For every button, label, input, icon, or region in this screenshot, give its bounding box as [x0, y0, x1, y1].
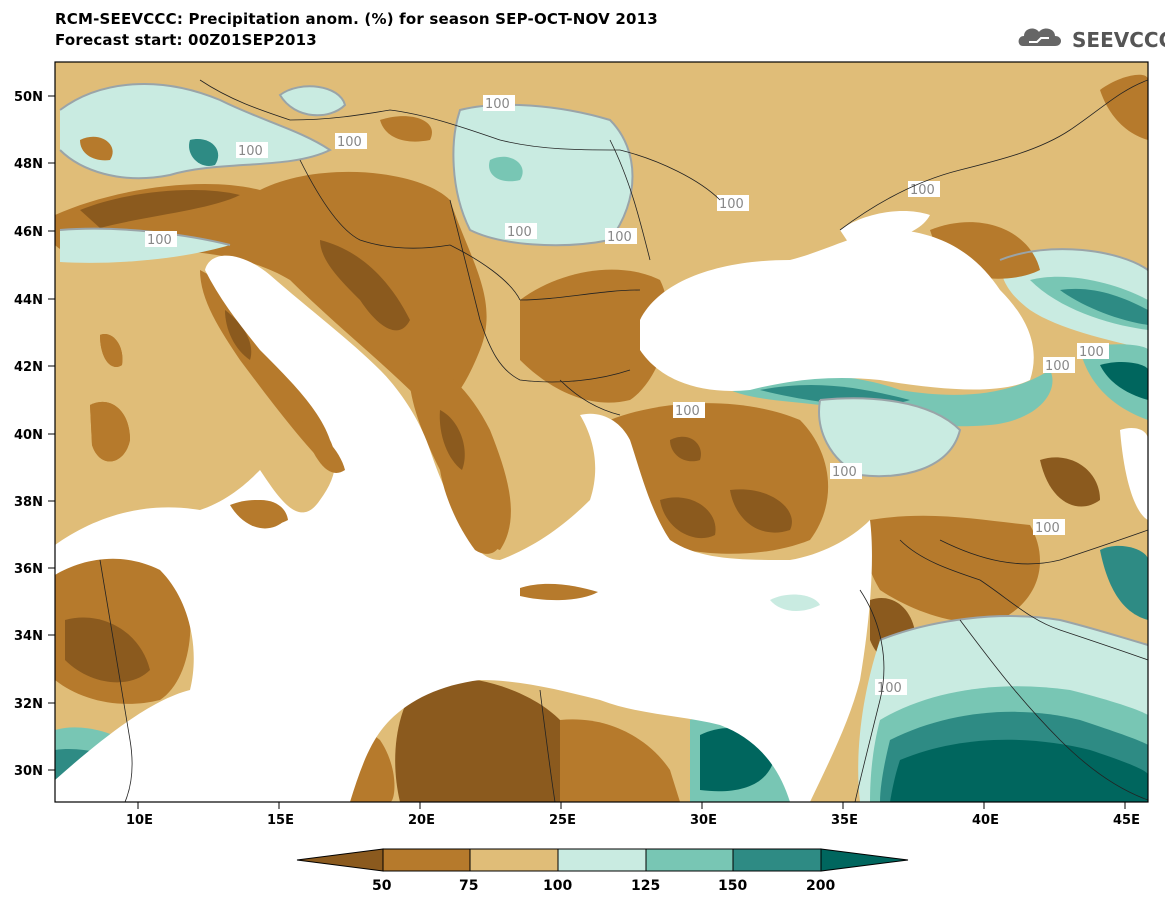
contour-label: 100 [1033, 519, 1065, 536]
svg-text:100: 100 [1045, 359, 1070, 374]
svg-text:100: 100 [675, 404, 700, 419]
contour-label: 100 [1077, 343, 1109, 360]
lon-label: 20E [408, 813, 435, 828]
contour-label: 100 [875, 679, 907, 696]
colorbar-labels: 50 75 100 125 150 200 [372, 878, 835, 894]
colorbar-swatch [469, 848, 559, 872]
svg-text:100: 100 [719, 197, 744, 212]
contour-label: 100 [145, 231, 177, 248]
svg-text:100: 100 [832, 465, 857, 480]
lon-label: 25E [549, 813, 576, 828]
map-title: RCM-SEEVCCC: Precipitation anom. (%) for… [55, 10, 658, 28]
colorbar [296, 848, 909, 872]
lon-label: 30E [690, 813, 717, 828]
forecast-start-label: Forecast start: 00Z01SEP2013 [55, 31, 317, 49]
contour-label: 100 [605, 228, 637, 245]
svg-text:100: 100 [147, 233, 172, 248]
lon-label: 10E [126, 813, 153, 828]
colorbar-swatch [557, 848, 647, 872]
colorbar-tick-label: 200 [806, 878, 835, 894]
lat-label: 36N [14, 562, 43, 577]
svg-text:100: 100 [1079, 345, 1104, 360]
colorbar-tick-label: 100 [543, 878, 572, 894]
contour-label: 100 [1043, 357, 1075, 374]
contour-label: 100 [673, 402, 705, 419]
svg-text:100: 100 [910, 183, 935, 198]
colorbar-tick-label: 75 [459, 878, 478, 894]
latitude-axis: 50N 48N 46N 44N 42N 40N 38N 36N 34N 32N … [14, 90, 55, 779]
svg-text:100: 100 [1035, 521, 1060, 536]
lat-label: 50N [14, 90, 43, 105]
svg-text:100: 100 [238, 144, 263, 159]
contour-label: 100 [483, 95, 515, 112]
lat-label: 32N [14, 697, 43, 712]
lat-label: 42N [14, 360, 43, 375]
colorbar-swatch [382, 848, 471, 872]
lat-label: 30N [14, 764, 43, 779]
sea-mask [55, 210, 1148, 802]
contour-label: 100 [908, 181, 940, 198]
colorbar-tick-label: 150 [718, 878, 747, 894]
colorbar-swatch [732, 848, 822, 872]
svg-text:100: 100 [607, 230, 632, 245]
country-borders [99, 79, 1148, 802]
colorbar-tick-label: 125 [631, 878, 660, 894]
svg-text:100: 100 [507, 225, 532, 240]
lat-label: 48N [14, 157, 43, 172]
lon-label: 15E [267, 813, 294, 828]
lat-label: 46N [14, 225, 43, 240]
lon-label: 45E [1113, 813, 1140, 828]
lat-label: 38N [14, 495, 43, 510]
colorbar-swatch [645, 848, 734, 872]
contour-label: 100 [335, 133, 367, 150]
colorbar-swatch [820, 848, 909, 872]
black-sea [640, 230, 1034, 391]
contour-label: 100 [505, 223, 537, 240]
lat-label: 40N [14, 428, 43, 443]
contour-labels: 100 100 100 100 100 100 100 100 100 100 … [145, 95, 1109, 696]
svg-text:100: 100 [337, 135, 362, 150]
map-frame [54, 61, 1149, 803]
contour-label: 100 [236, 142, 268, 159]
svg-text:100: 100 [877, 681, 902, 696]
contour-label: 100 [717, 195, 749, 212]
seevccc-logo-icon [1018, 28, 1061, 46]
colorbar-swatch [296, 848, 384, 872]
lon-label: 40E [972, 813, 999, 828]
lat-label: 44N [14, 293, 43, 308]
colorbar-tick-label: 50 [372, 878, 392, 894]
lon-label: 35E [831, 813, 858, 828]
logo-text: SEEVCCC [1072, 28, 1165, 52]
lat-label: 34N [14, 629, 43, 644]
longitude-axis: 10E 15E 20E 25E 30E 35E 40E 45E [126, 802, 1140, 828]
contour-label: 100 [830, 463, 862, 480]
svg-text:100: 100 [485, 97, 510, 112]
